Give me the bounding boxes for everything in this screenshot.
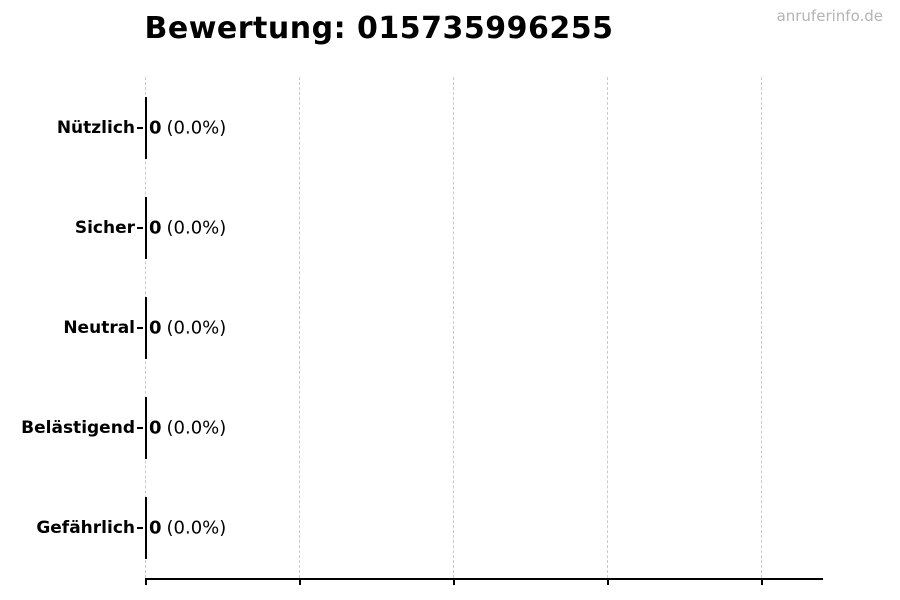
bar-percentage: (0.0%) bbox=[166, 517, 227, 539]
bar-percentage: (0.0%) bbox=[166, 117, 227, 139]
bar-value-annotation: 0 (0.0%) bbox=[149, 518, 226, 539]
y-axis-tick bbox=[137, 427, 143, 429]
category-label: Neutral bbox=[63, 318, 135, 338]
bar-value: 0 bbox=[149, 217, 162, 239]
y-axis-tick bbox=[137, 327, 143, 329]
category-label: Sicher bbox=[74, 218, 135, 238]
bar bbox=[145, 297, 147, 359]
x-axis-tick bbox=[453, 578, 456, 585]
y-axis-tick bbox=[137, 127, 143, 129]
category-label: Nützlich bbox=[56, 118, 135, 138]
bar-value-annotation: 0 (0.0%) bbox=[149, 318, 226, 339]
category-label: Gefährlich bbox=[36, 518, 135, 538]
bar-value-annotation: 0 (0.0%) bbox=[149, 218, 226, 239]
x-axis-tick bbox=[145, 578, 147, 585]
gridline bbox=[761, 77, 763, 578]
bar-percentage: (0.0%) bbox=[166, 317, 227, 339]
gridline bbox=[453, 77, 455, 578]
bar-percentage: (0.0%) bbox=[166, 417, 227, 439]
x-axis-tick bbox=[607, 578, 610, 585]
x-axis-tick bbox=[299, 578, 302, 585]
bar bbox=[145, 97, 147, 159]
bar bbox=[145, 397, 147, 459]
plot-area bbox=[145, 77, 823, 585]
bar-value: 0 bbox=[149, 317, 162, 339]
bar-value: 0 bbox=[149, 117, 162, 139]
bar-value-annotation: 0 (0.0%) bbox=[149, 418, 226, 439]
bar-percentage: (0.0%) bbox=[166, 217, 227, 239]
y-axis-tick bbox=[137, 227, 143, 229]
x-axis-tick bbox=[761, 578, 764, 585]
watermark: anruferinfo.de bbox=[776, 7, 883, 25]
bar bbox=[145, 497, 147, 559]
gridline bbox=[607, 77, 609, 578]
bar-value: 0 bbox=[149, 417, 162, 439]
category-label: Belästigend bbox=[21, 418, 135, 438]
chart-title: Bewertung: 015735996255 bbox=[144, 11, 614, 46]
bar-value: 0 bbox=[149, 517, 162, 539]
gridline bbox=[299, 77, 301, 578]
y-axis-tick bbox=[137, 527, 143, 529]
bar bbox=[145, 197, 147, 259]
bar-value-annotation: 0 (0.0%) bbox=[149, 118, 226, 139]
